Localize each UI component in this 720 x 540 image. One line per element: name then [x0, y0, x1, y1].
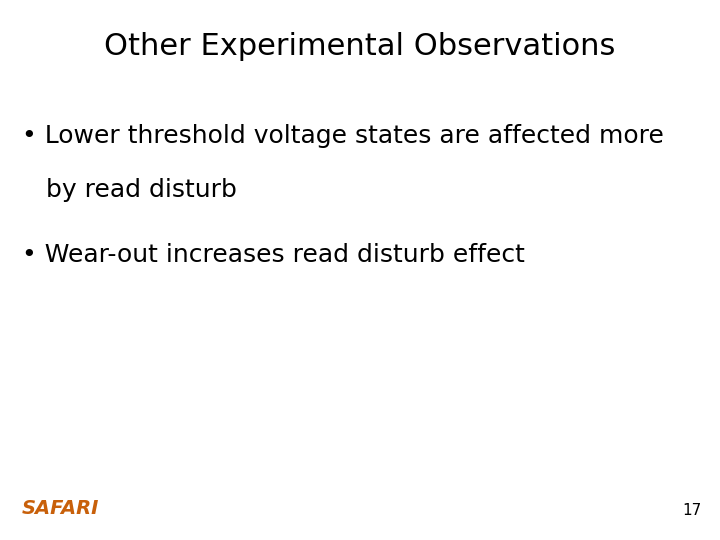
Text: Other Experimental Observations: Other Experimental Observations	[104, 32, 616, 62]
Text: • Wear-out increases read disturb effect: • Wear-out increases read disturb effect	[22, 243, 524, 267]
Text: • Lower threshold voltage states are affected more: • Lower threshold voltage states are aff…	[22, 124, 663, 148]
Text: SAFARI: SAFARI	[22, 500, 99, 518]
Text: 17: 17	[683, 503, 702, 518]
Text: by read disturb: by read disturb	[22, 178, 236, 202]
